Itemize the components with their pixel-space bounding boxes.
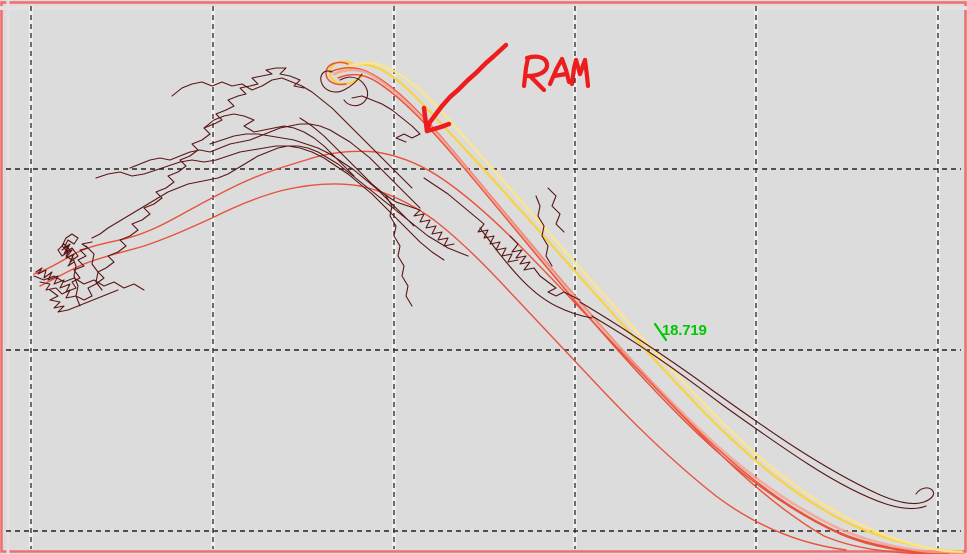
grid-lines-top <box>6 6 961 549</box>
trace-tertiary-sensor-b <box>342 61 964 554</box>
trace-ram-temperature <box>33 67 935 509</box>
cursor-tick-marker <box>653 322 668 342</box>
handwritten-ram-label <box>521 54 591 93</box>
trace-secondary-branch <box>33 150 949 554</box>
trace-secondary-sensor-halo <box>332 68 966 554</box>
red-hand-drawn-arrow <box>421 42 509 134</box>
